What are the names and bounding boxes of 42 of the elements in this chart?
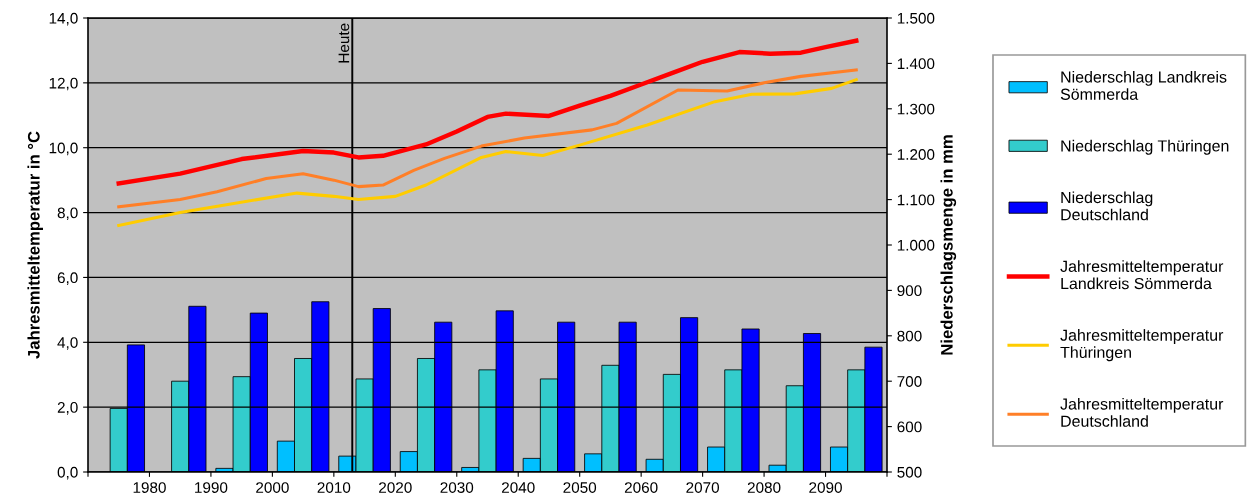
x-tick-label: 2010: [317, 482, 351, 493]
legend-label: Niederschlag Deutschland: [1061, 191, 1153, 221]
legend-label: Jahresmitteltemperatur Thüringen: [1060, 329, 1224, 362]
y2-tick-label: 1.200: [897, 149, 935, 160]
x-tick-label: 2020: [379, 482, 412, 493]
legend-label: Jahresmitteltemperatur Deutschland: [1060, 397, 1224, 427]
x-tick-label: 1990: [195, 482, 228, 493]
y-axis-title: Jahresmitteltemperatur in °C: [27, 131, 43, 359]
line-series: [117, 78, 858, 228]
legend-label: Niederschlag Landkreis Sömmerda: [1060, 70, 1227, 100]
y2-tick-label: 1.500: [897, 12, 935, 24]
y2-tick-label: 1.100: [897, 194, 935, 206]
x-tick-label: 2040: [502, 482, 535, 493]
y2-tick-label: 900: [897, 285, 922, 297]
y-tick-label: 2,0: [57, 402, 78, 415]
y-tick-label: 14,0: [49, 12, 78, 26]
y-tick-label: 10,0: [49, 142, 78, 156]
x-tick-label: 2000: [256, 482, 289, 493]
ref-line-label: Heute: [338, 23, 350, 63]
y2-tick-label: 700: [897, 376, 922, 387]
x-tick-label: 2090: [809, 482, 842, 493]
y-tick-label: 12,0: [49, 77, 78, 91]
x-tick-label: 2050: [563, 482, 597, 493]
y-tick-label: 6,0: [57, 272, 78, 285]
y-tick-label: 4,0: [57, 337, 78, 350]
y2-tick-label: 600: [897, 421, 922, 433]
y2-tick-label: 1.000: [897, 239, 935, 251]
x-tick-label: 1980: [133, 482, 166, 493]
y-tick-label: 8,0: [57, 207, 78, 221]
y2-tick-label: 1.400: [897, 58, 935, 70]
y2-tick-label: 800: [897, 330, 922, 342]
y2-tick-label: 500: [897, 466, 922, 478]
x-tick-label: 2070: [686, 482, 720, 493]
line-series: [117, 68, 858, 209]
y2-axis-title: Niederschlagsmenge in mm: [940, 135, 957, 355]
x-tick-label: 2030: [440, 482, 474, 493]
x-tick-label: 2080: [747, 482, 781, 493]
y-tick-label: 0,0: [57, 466, 78, 480]
legend-label: Niederschlag Thüringen: [1061, 139, 1229, 155]
legend-label: Jahresmitteltemperatur Landkreis Sömmerda: [1060, 260, 1224, 290]
x-tick-label: 2060: [624, 482, 658, 493]
y2-tick-label: 1.300: [897, 103, 935, 115]
